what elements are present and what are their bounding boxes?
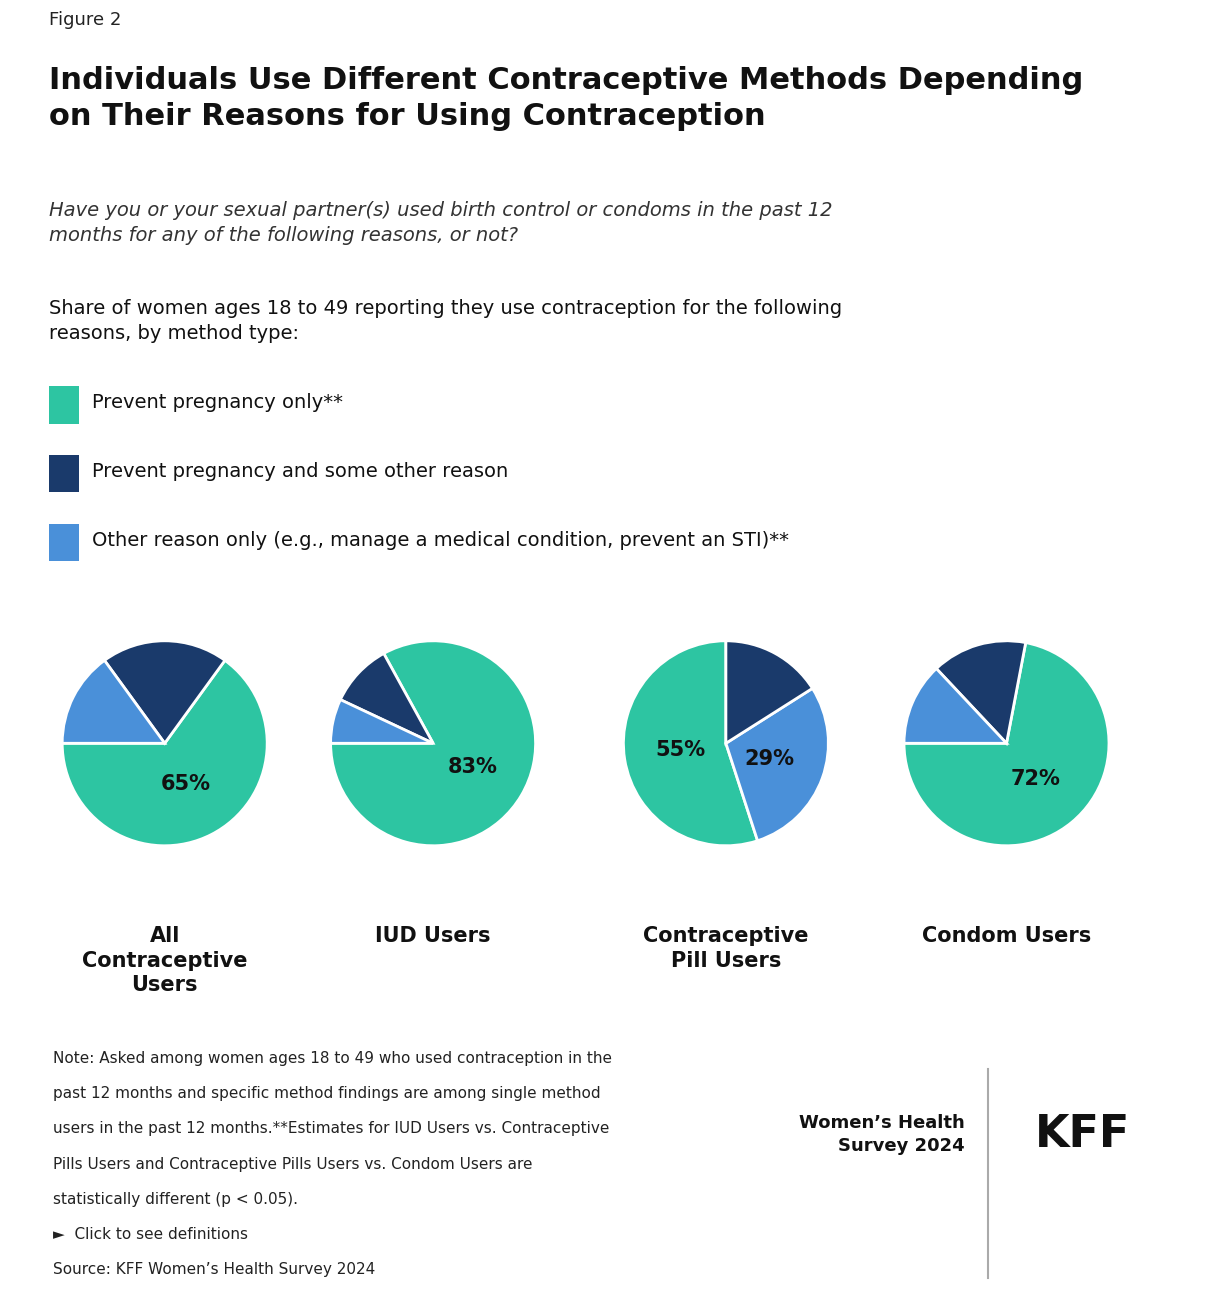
Text: Individuals Use Different Contraceptive Methods Depending
on Their Reasons for U: Individuals Use Different Contraceptive … [49,65,1083,130]
Text: Prevent pregnancy only**: Prevent pregnancy only** [92,394,343,412]
FancyBboxPatch shape [49,386,79,424]
Text: Source: KFF Women’s Health Survey 2024: Source: KFF Women’s Health Survey 2024 [52,1262,376,1278]
Wedge shape [904,643,1109,846]
Text: Prevent pregnancy and some other reason: Prevent pregnancy and some other reason [92,462,508,481]
Text: statistically different (p < 0.05).: statistically different (p < 0.05). [52,1192,298,1208]
Text: Figure 2: Figure 2 [49,10,121,29]
Text: Contraceptive
Pill Users: Contraceptive Pill Users [643,926,809,970]
Wedge shape [904,669,1006,743]
Text: IUD Users: IUD Users [376,926,490,945]
Text: Women’s Health
Survey 2024: Women’s Health Survey 2024 [799,1114,965,1155]
FancyBboxPatch shape [49,455,79,493]
Text: 83%: 83% [448,756,498,777]
Text: Other reason only (e.g., manage a medical condition, prevent an STI)**: Other reason only (e.g., manage a medica… [92,531,788,550]
Text: 65%: 65% [161,775,211,794]
Wedge shape [936,640,1026,743]
Wedge shape [331,700,433,743]
FancyBboxPatch shape [49,524,79,561]
Text: 72%: 72% [1011,769,1061,789]
Text: past 12 months and specific method findings are among single method: past 12 months and specific method findi… [52,1086,600,1102]
Text: 29%: 29% [744,748,794,769]
Wedge shape [726,640,813,743]
Text: Have you or your sexual partner(s) used birth control or condoms in the past 12
: Have you or your sexual partner(s) used … [49,201,832,245]
Text: ►  Click to see definitions: ► Click to see definitions [52,1227,248,1243]
Text: Pills Users and Contraceptive Pills Users vs. Condom Users are: Pills Users and Contraceptive Pills User… [52,1157,532,1172]
Wedge shape [726,689,828,841]
Text: 55%: 55% [655,741,705,760]
Wedge shape [331,640,536,846]
Text: Share of women ages 18 to 49 reporting they use contraception for the following
: Share of women ages 18 to 49 reporting t… [49,300,842,343]
Text: users in the past 12 months.**Estimates for IUD Users vs. Contraceptive: users in the past 12 months.**Estimates … [52,1121,609,1137]
Wedge shape [623,640,758,846]
Text: Condom Users: Condom Users [922,926,1091,945]
Wedge shape [62,660,267,846]
Wedge shape [105,640,224,743]
Text: KFF: KFF [1035,1114,1130,1155]
Text: All
Contraceptive
Users: All Contraceptive Users [82,926,248,995]
Text: Note: Asked among women ages 18 to 49 who used contraception in the: Note: Asked among women ages 18 to 49 wh… [52,1051,612,1067]
Wedge shape [62,660,165,743]
Wedge shape [340,653,433,743]
